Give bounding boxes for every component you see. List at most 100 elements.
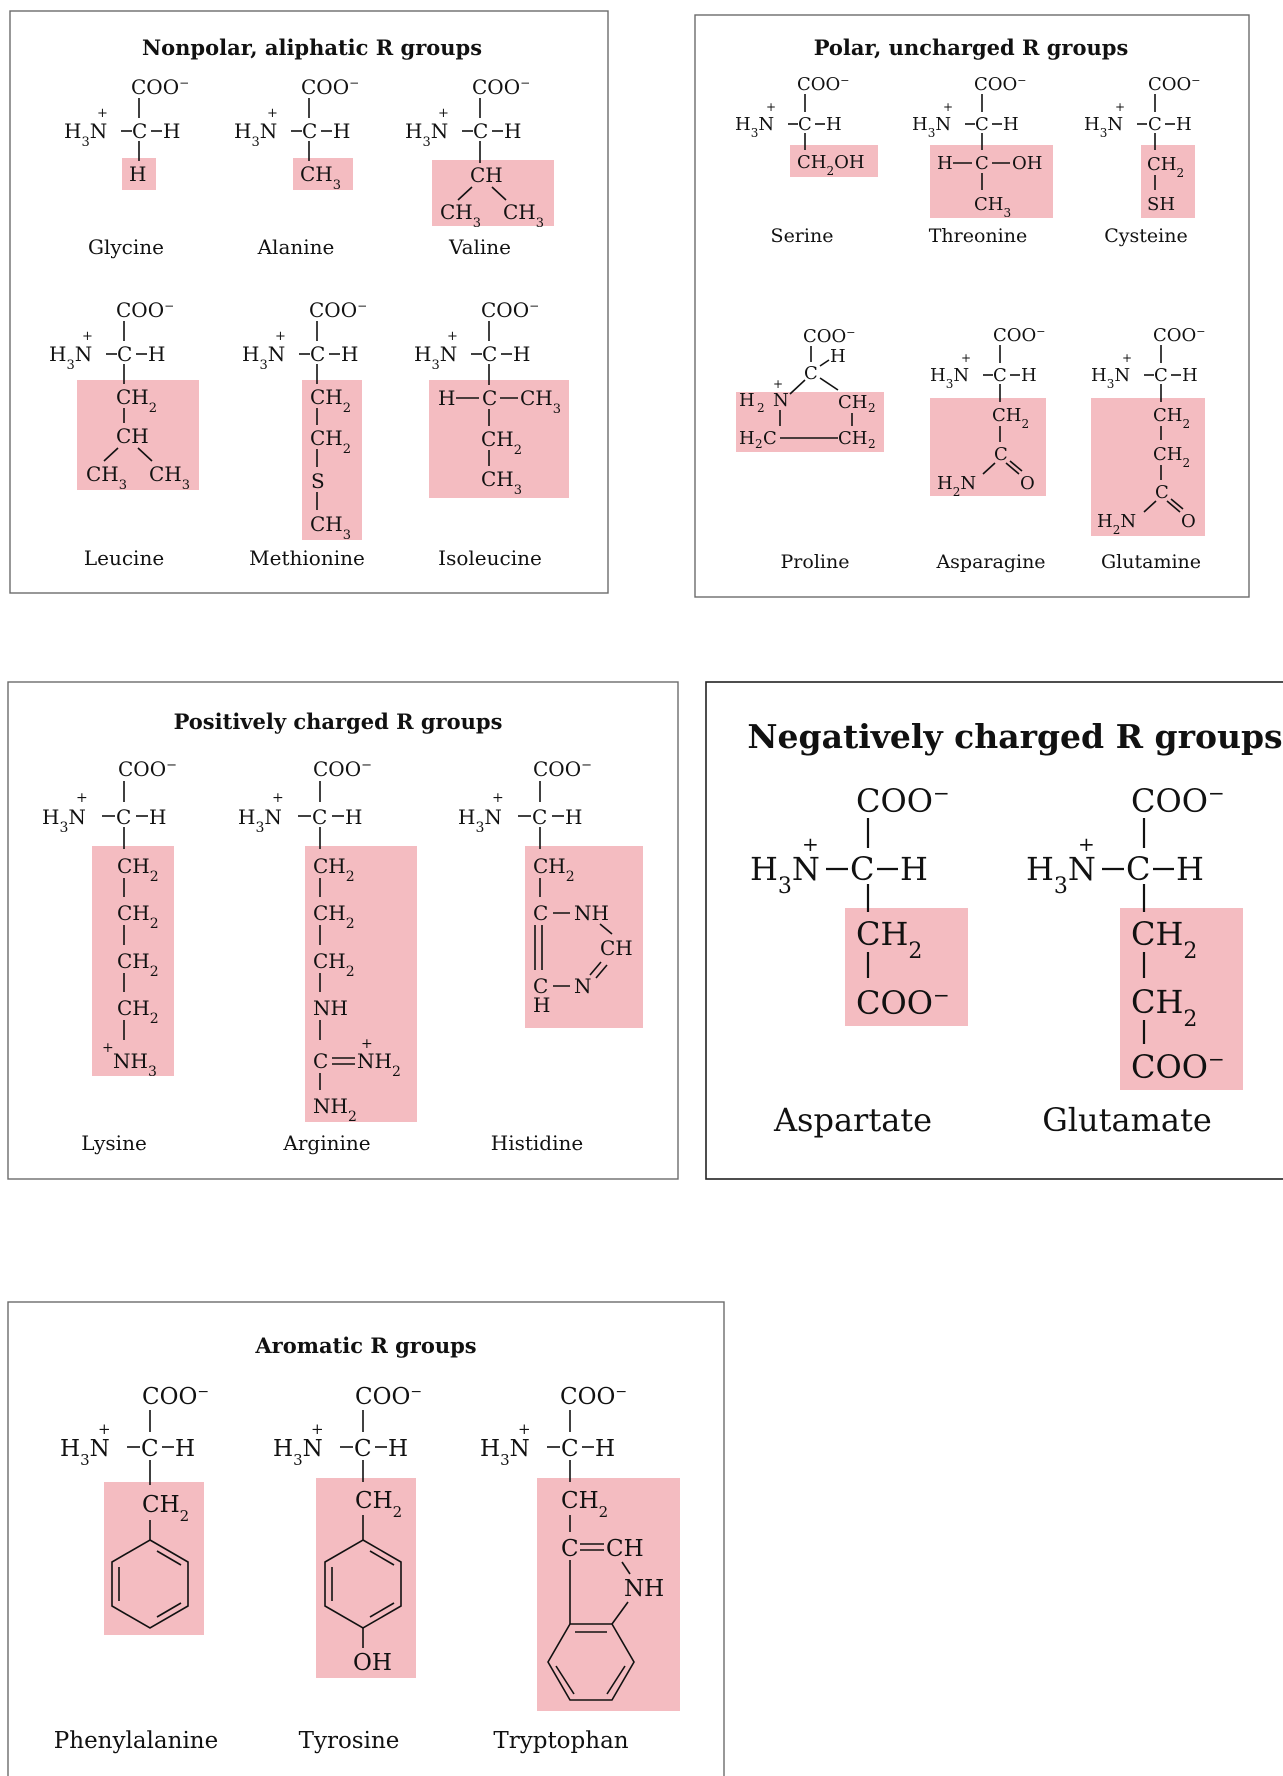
svg-text:+: + [802, 832, 819, 856]
svg-text:H: H [438, 386, 455, 410]
svg-text:+: + [275, 329, 286, 344]
svg-text:H: H [1003, 114, 1019, 135]
svg-text:+: + [76, 790, 88, 806]
svg-text:CH: CH [606, 1536, 644, 1562]
svg-text:H: H [1021, 365, 1037, 386]
svg-text:C: C [482, 342, 497, 366]
svg-text:H: H [739, 390, 755, 411]
panel-nonpolar: Nonpolar, aliphatic R groups COO− H3N + … [9, 10, 609, 594]
svg-text:C: C [561, 1436, 579, 1462]
svg-text:H: H [937, 153, 953, 174]
svg-text:CH: CH [470, 163, 503, 187]
svg-text:2: 2 [868, 401, 876, 415]
svg-text:C: C [798, 114, 812, 135]
name-tryptophan: Tryptophan [493, 1728, 628, 1754]
svg-text:+: + [766, 100, 776, 114]
svg-text:H: H [595, 1436, 615, 1462]
name-cysteine: Cysteine [1104, 225, 1187, 247]
svg-text:C: C [302, 119, 317, 143]
name-asparagine: Asparagine [935, 551, 1045, 573]
svg-text:S: S [311, 469, 325, 493]
svg-text:COO−: COO− [993, 325, 1046, 347]
svg-text:H: H [739, 428, 755, 449]
svg-text:+: + [361, 1036, 373, 1052]
svg-text:+: + [1115, 100, 1125, 114]
svg-text:H: H [1176, 114, 1192, 135]
svg-text:CH: CH [600, 936, 633, 960]
svg-text:+: + [102, 1040, 114, 1056]
svg-text:C: C [1148, 114, 1162, 135]
svg-text:+: + [438, 106, 449, 121]
svg-text:+: + [1078, 832, 1095, 856]
svg-text:C: C [1154, 365, 1168, 386]
svg-text:H: H [149, 805, 166, 829]
name-glycine: Glycine [88, 235, 164, 259]
panel-positive-title: Positively charged R groups [174, 709, 503, 734]
svg-text:CH: CH [838, 428, 867, 449]
svg-text:C: C [312, 805, 327, 829]
panel-polar-title: Polar, uncharged R groups [814, 35, 1129, 60]
name-isoleucine: Isoleucine [438, 546, 542, 570]
svg-text:H: H [504, 119, 521, 143]
svg-text:+: + [272, 790, 284, 806]
svg-text:+: + [447, 329, 458, 344]
svg-text:H: H [513, 342, 530, 366]
name-glutamine: Glutamine [1101, 551, 1201, 573]
svg-text:C: C [533, 901, 548, 925]
name-phenylalanine: Phenylalanine [54, 1728, 218, 1754]
structure-aspartate: COO− H3N + C H CH2 COO− [750, 781, 950, 1022]
svg-text:C: C [132, 119, 147, 143]
svg-text:C: C [975, 114, 989, 135]
svg-text:C: C [116, 805, 131, 829]
svg-text:C: C [975, 153, 989, 174]
svg-text:H: H [333, 119, 350, 143]
svg-text:C: C [482, 386, 497, 410]
svg-text:H: H [129, 162, 146, 186]
svg-text:+: + [492, 790, 504, 806]
svg-text:C: C [1155, 482, 1169, 503]
svg-text:H: H [345, 805, 362, 829]
svg-text:OH: OH [1012, 153, 1042, 174]
svg-text:C: C [850, 850, 874, 888]
svg-text:C: C [533, 974, 548, 998]
svg-text:2: 2 [757, 401, 765, 415]
svg-text:H: H [163, 119, 180, 143]
name-aspartate: Aspartate [773, 1101, 932, 1139]
svg-text:H: H [1182, 365, 1198, 386]
svg-text:C: C [141, 1436, 159, 1462]
svg-text:C: C [313, 1049, 328, 1073]
svg-text:C: C [561, 1536, 579, 1562]
svg-text:OH: OH [353, 1650, 392, 1676]
structure-asparagine: COO− H3N + C H CH2 C H2N O [930, 325, 1046, 500]
svg-text:+: + [98, 1420, 111, 1438]
svg-text:NH: NH [313, 996, 348, 1020]
name-arginine: Arginine [282, 1131, 370, 1155]
svg-text:+: + [82, 329, 93, 344]
svg-text:+: + [943, 100, 953, 114]
svg-text:COO−: COO− [856, 781, 950, 820]
svg-text:COO−: COO− [803, 326, 856, 348]
panel-polar: Polar, uncharged R groups COO− H3N + C H… [694, 14, 1250, 598]
svg-text:O: O [1181, 511, 1196, 532]
svg-text:+: + [1122, 351, 1132, 365]
svg-text:COO−: COO− [1148, 74, 1201, 96]
name-tyrosine: Tyrosine [299, 1728, 400, 1754]
svg-text:N: N [773, 390, 789, 411]
svg-text:H: H [826, 114, 842, 135]
svg-text:C: C [532, 805, 547, 829]
svg-text:+: + [518, 1420, 531, 1438]
svg-text:H: H [900, 850, 928, 888]
panel-aromatic-title: Aromatic R groups [254, 1333, 476, 1358]
structure-tyrosine: COO− H3N + C H CH2 OH [273, 1384, 422, 1676]
svg-text:C: C [993, 365, 1007, 386]
structure-proline: COO− C H N H 2 + CH 2 H 2 C CH 2 [739, 326, 876, 452]
svg-text:C: C [994, 444, 1008, 465]
svg-text:CH: CH [838, 392, 867, 413]
name-glutamate: Glutamate [1042, 1101, 1212, 1139]
svg-text:O: O [1020, 473, 1035, 494]
panel-negative-title: Negatively charged R groups [747, 717, 1282, 756]
svg-text:2: 2 [755, 437, 763, 451]
name-threonine: Threonine [929, 225, 1027, 247]
panel-negative: Negatively charged R groups COO− H3N + C… [705, 681, 1283, 1180]
